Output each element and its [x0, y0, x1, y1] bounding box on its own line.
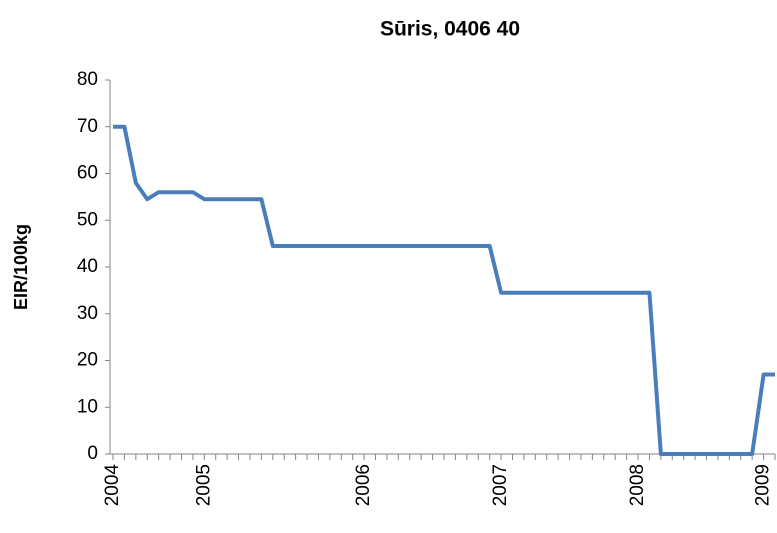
x-tick-label: 2006 — [353, 464, 374, 506]
y-tick-label: 60 — [77, 163, 98, 184]
y-tick-label: 0 — [87, 443, 98, 464]
y-tick-label: 20 — [77, 350, 98, 371]
y-tick-label: 10 — [77, 396, 98, 417]
y-tick-label: 50 — [77, 209, 98, 230]
x-tick-label: 2007 — [490, 464, 511, 506]
line — [113, 124, 775, 456]
y-axis-title: EIR/100kg — [11, 224, 31, 310]
y-tick-label: 30 — [77, 303, 98, 324]
chart-title: Sūris, 0406 40 — [380, 18, 520, 41]
x-tick-label: 2009 — [753, 464, 774, 506]
y-tick-label: 80 — [77, 69, 98, 90]
y-tick-label: 70 — [77, 116, 98, 137]
x-tick-label: 2008 — [627, 464, 648, 506]
y-tick-label: 40 — [77, 256, 98, 277]
x-tick-label: 2005 — [193, 464, 214, 506]
x-tick-label: 2004 — [102, 464, 123, 507]
